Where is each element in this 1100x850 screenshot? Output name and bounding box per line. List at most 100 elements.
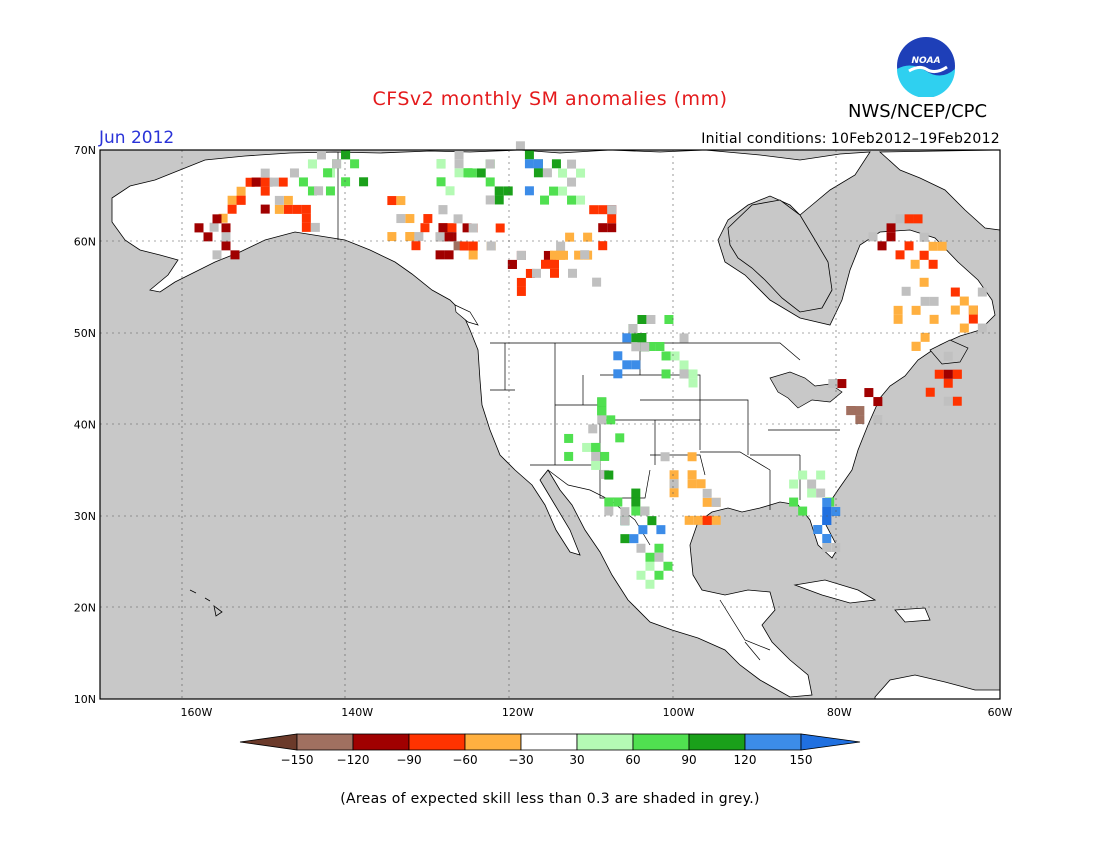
anomaly-cell	[221, 241, 231, 251]
longitude-labels: 160W 140W 120W 100W 80W 60W	[180, 706, 1012, 719]
anomaly-cell	[550, 250, 559, 260]
low-skill-cell	[468, 223, 478, 233]
low-skill-cell	[646, 315, 656, 324]
anomaly-cell	[516, 286, 526, 296]
anomaly-cell	[886, 223, 896, 233]
anomaly-cell	[873, 397, 883, 407]
anomaly-cells	[194, 141, 987, 589]
anomaly-cell	[645, 561, 655, 571]
anomaly-cell	[503, 186, 513, 196]
anomaly-cell	[622, 360, 632, 370]
anomaly-cell	[655, 342, 665, 351]
anomaly-cell	[846, 406, 856, 416]
anomaly-cell	[702, 515, 712, 525]
anomaly-cell	[919, 250, 929, 260]
anomaly-cell	[459, 241, 469, 251]
anomaly-cell	[203, 232, 213, 242]
anomaly-cell	[687, 479, 697, 489]
map-title: CFSv2 monthly SM anomalies (mm)	[372, 88, 728, 110]
anomaly-cell	[323, 168, 333, 178]
anomaly-cell	[436, 159, 446, 169]
anomaly-cell	[798, 506, 808, 516]
anomaly-cell	[447, 223, 457, 233]
low-skill-cell	[604, 506, 614, 516]
legend-swatch	[744, 733, 802, 751]
anomaly-cell	[245, 177, 255, 187]
legend-tick-label: 120	[734, 753, 757, 767]
anomaly-cell	[405, 232, 415, 242]
low-skill-cell	[631, 342, 641, 352]
anomaly-cell	[837, 379, 847, 389]
anomaly-cell	[350, 159, 360, 169]
low-skill-cell	[269, 177, 279, 187]
anomaly-cell	[645, 579, 655, 589]
anomaly-cell	[928, 241, 938, 251]
low-skill-cell	[532, 268, 541, 278]
anomaly-cell	[444, 232, 454, 242]
anomaly-cell	[663, 561, 673, 571]
anomaly-cell	[420, 223, 430, 233]
anomaly-cell	[576, 168, 586, 178]
anomaly-cell	[445, 186, 455, 196]
lon-label: 60W	[988, 706, 1013, 719]
anomaly-cell	[822, 534, 832, 543]
anomaly-cell	[646, 342, 656, 351]
anomaly-cell	[230, 250, 240, 260]
anomaly-cell	[574, 250, 584, 260]
anomaly-cell	[292, 204, 302, 214]
low-skill-cell	[567, 159, 577, 169]
anomaly-cell	[549, 186, 559, 196]
anomaly-cell	[565, 232, 575, 242]
anomaly-cell	[387, 232, 397, 242]
anomaly-cell	[591, 442, 601, 452]
anomaly-cell	[301, 222, 311, 232]
noaa-logo: NOAA	[897, 37, 955, 97]
anomaly-cell	[669, 470, 679, 480]
anomaly-cell	[937, 241, 947, 251]
anomaly-cell	[485, 177, 495, 187]
anomaly-cell	[928, 259, 938, 269]
anomaly-cell	[227, 204, 237, 214]
anomaly-cell	[260, 186, 270, 196]
legend-tick-label: 60	[625, 753, 640, 767]
anomaly-cell	[591, 460, 601, 470]
low-skill-cell	[454, 150, 464, 160]
anomaly-cell	[598, 205, 608, 215]
low-skill-cell	[568, 268, 577, 278]
low-skill-cell	[435, 232, 445, 242]
anomaly-cell	[604, 470, 614, 480]
legend-swatch	[576, 733, 634, 751]
anomaly-cell	[558, 186, 568, 196]
anomaly-cell	[525, 268, 535, 278]
low-skill-cell	[289, 168, 299, 178]
anomaly-cell	[904, 214, 914, 224]
low-skill-cell	[567, 177, 577, 187]
borders	[337, 152, 840, 661]
anomaly-cell	[476, 168, 486, 178]
anomaly-cell	[696, 479, 706, 489]
anomaly-cell	[307, 186, 317, 196]
anomaly-cell	[684, 515, 694, 525]
anomaly-cell	[582, 442, 592, 452]
low-skill-cell	[943, 396, 953, 406]
anomaly-cell	[959, 296, 969, 306]
anomaly-cell	[494, 186, 504, 196]
anomaly-cell	[438, 223, 448, 233]
initial-conditions-label: Initial conditions:	[701, 131, 827, 147]
noaa-logo-text: NOAA	[911, 56, 940, 66]
low-skill-cell	[310, 222, 320, 232]
anomaly-cell	[453, 241, 463, 251]
legend-swatch	[688, 733, 746, 751]
low-skill-cell	[260, 168, 270, 178]
low-skill-cell	[212, 250, 222, 260]
low-skill-cell	[332, 159, 342, 169]
low-skill-cell	[640, 342, 650, 352]
anomaly-cell	[543, 250, 553, 260]
anomaly-cell	[654, 570, 664, 580]
anomaly-cell	[950, 287, 960, 297]
legend-tick-label: −90	[396, 753, 421, 767]
lon-label: 80W	[827, 706, 852, 719]
anomaly-cell	[688, 378, 698, 388]
lon-label: 160W	[180, 706, 212, 719]
